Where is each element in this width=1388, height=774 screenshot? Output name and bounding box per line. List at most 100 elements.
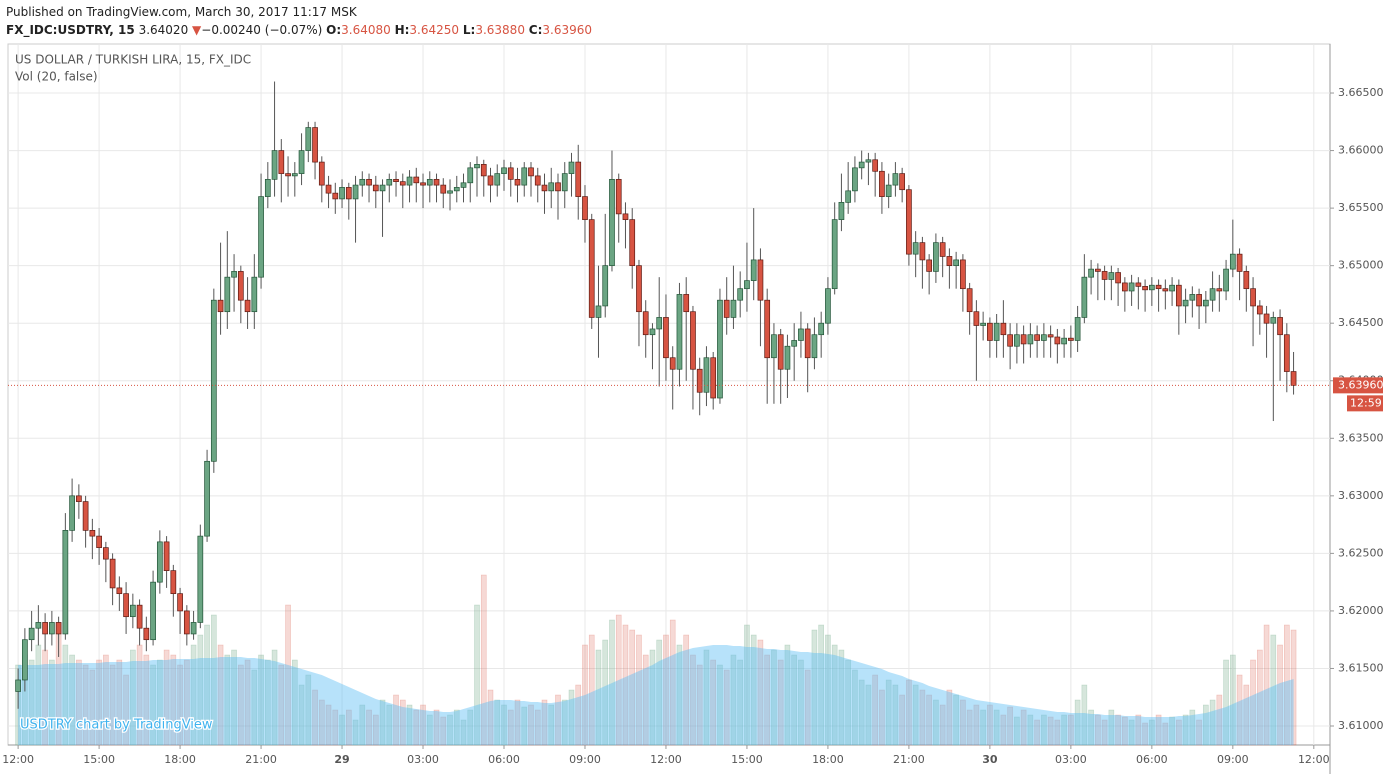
candle-body: [55, 622, 62, 635]
x-tick-label: 18:00: [164, 753, 196, 766]
candle-body: [507, 167, 514, 180]
candle-body: [777, 334, 784, 370]
candle-body: [123, 593, 129, 618]
candle-body: [386, 178, 393, 186]
close: 3.63960: [542, 23, 593, 37]
candle-body: [831, 219, 838, 290]
candle-body: [696, 368, 703, 393]
volume-bar: [1209, 699, 1216, 746]
candle-body: [305, 127, 312, 151]
candle-body: [1189, 294, 1196, 301]
volume-bar: [1203, 704, 1209, 746]
candle-body: [582, 196, 588, 220]
volume-bar: [1020, 709, 1027, 746]
x-tick-label: 12:00: [1298, 753, 1330, 766]
candle-body: [987, 322, 993, 341]
volume-bar: [872, 674, 878, 746]
candle-body: [669, 357, 676, 370]
volume-bar: [413, 709, 420, 746]
watermark: USDTRY chart by TradingView: [20, 718, 213, 733]
candle-body: [1162, 288, 1169, 292]
y-tick-label: 3.61500: [1338, 661, 1384, 674]
volume-bar: [933, 699, 939, 746]
low-label: L:: [462, 23, 476, 37]
volume-bar: [629, 629, 636, 746]
volume-bar: [163, 649, 170, 746]
candle-body: [1148, 284, 1155, 291]
candle-body: [852, 167, 858, 192]
candle-body: [420, 182, 426, 186]
candle-body: [858, 161, 865, 169]
volume-bar: [1088, 709, 1094, 746]
y-tick-label: 3.61000: [1338, 719, 1384, 732]
x-tick-label: 12:00: [650, 753, 682, 766]
volume-bar: [453, 709, 460, 746]
candle-body: [285, 173, 291, 177]
candle-body: [1182, 299, 1189, 307]
candle-body: [1250, 288, 1256, 307]
open-label: O:: [326, 23, 342, 37]
volume-bar: [325, 704, 332, 746]
volume-bar: [771, 649, 777, 746]
volume-bar: [332, 709, 339, 746]
volume-bar: [845, 659, 851, 746]
volume-bar: [224, 654, 231, 746]
candle-body: [22, 639, 28, 681]
volume-bar: [946, 689, 953, 746]
volume-bar: [622, 624, 629, 746]
volume-bar: [858, 679, 865, 746]
volume-bar: [993, 709, 1000, 746]
candle-body: [244, 299, 251, 313]
candle-body: [366, 178, 372, 186]
volume-bar: [737, 659, 743, 746]
candle-body: [946, 256, 953, 267]
candle-body: [993, 322, 1000, 341]
x-tick-label: 18:00: [812, 753, 844, 766]
candle-body: [1000, 322, 1007, 336]
volume-bar: [811, 629, 818, 746]
volume-bar: [426, 714, 433, 746]
candle-body: [487, 175, 494, 186]
candle-body: [494, 173, 501, 186]
volume-bar: [1162, 722, 1169, 746]
volume-bar: [568, 689, 575, 746]
volume-bar: [710, 659, 717, 746]
low: 3.63880: [475, 23, 525, 37]
candle-body: [372, 184, 379, 192]
candle-body: [1243, 271, 1250, 290]
candle-body: [447, 190, 453, 194]
candle-body: [163, 541, 170, 571]
candle-body: [1135, 282, 1142, 287]
candle-body: [1088, 268, 1094, 278]
candle-body: [933, 242, 939, 272]
candle-body: [1142, 286, 1148, 291]
candle-body: [1175, 284, 1182, 307]
candle-body: [521, 167, 528, 186]
candle-body: [1128, 282, 1135, 292]
volume-bar: [804, 669, 811, 746]
volume-bar: [1230, 654, 1236, 746]
volume-bar: [1122, 716, 1128, 746]
volume-bar: [669, 619, 676, 746]
candle-body: [906, 189, 912, 255]
candle-body: [838, 202, 845, 220]
candle-body: [825, 288, 831, 324]
volume-bar: [467, 709, 474, 746]
volume-bar: [89, 669, 96, 746]
candle-body: [1263, 313, 1270, 324]
candle-body: [514, 178, 521, 186]
candle-body: [926, 259, 932, 272]
volume-bar: [966, 709, 973, 746]
volume-bar: [1149, 719, 1155, 746]
volume-bar: [1182, 714, 1189, 746]
volume-bar: [359, 704, 366, 746]
volume-bar: [204, 624, 210, 746]
volume-bar: [96, 659, 102, 746]
volume-bar: [838, 649, 845, 746]
volume-bar: [919, 689, 926, 746]
volume-bar: [973, 704, 980, 746]
volume-bar: [1027, 714, 1034, 746]
candle-body: [663, 317, 669, 359]
candle-body: [399, 181, 406, 186]
volume-ma-area: [18, 645, 1294, 745]
